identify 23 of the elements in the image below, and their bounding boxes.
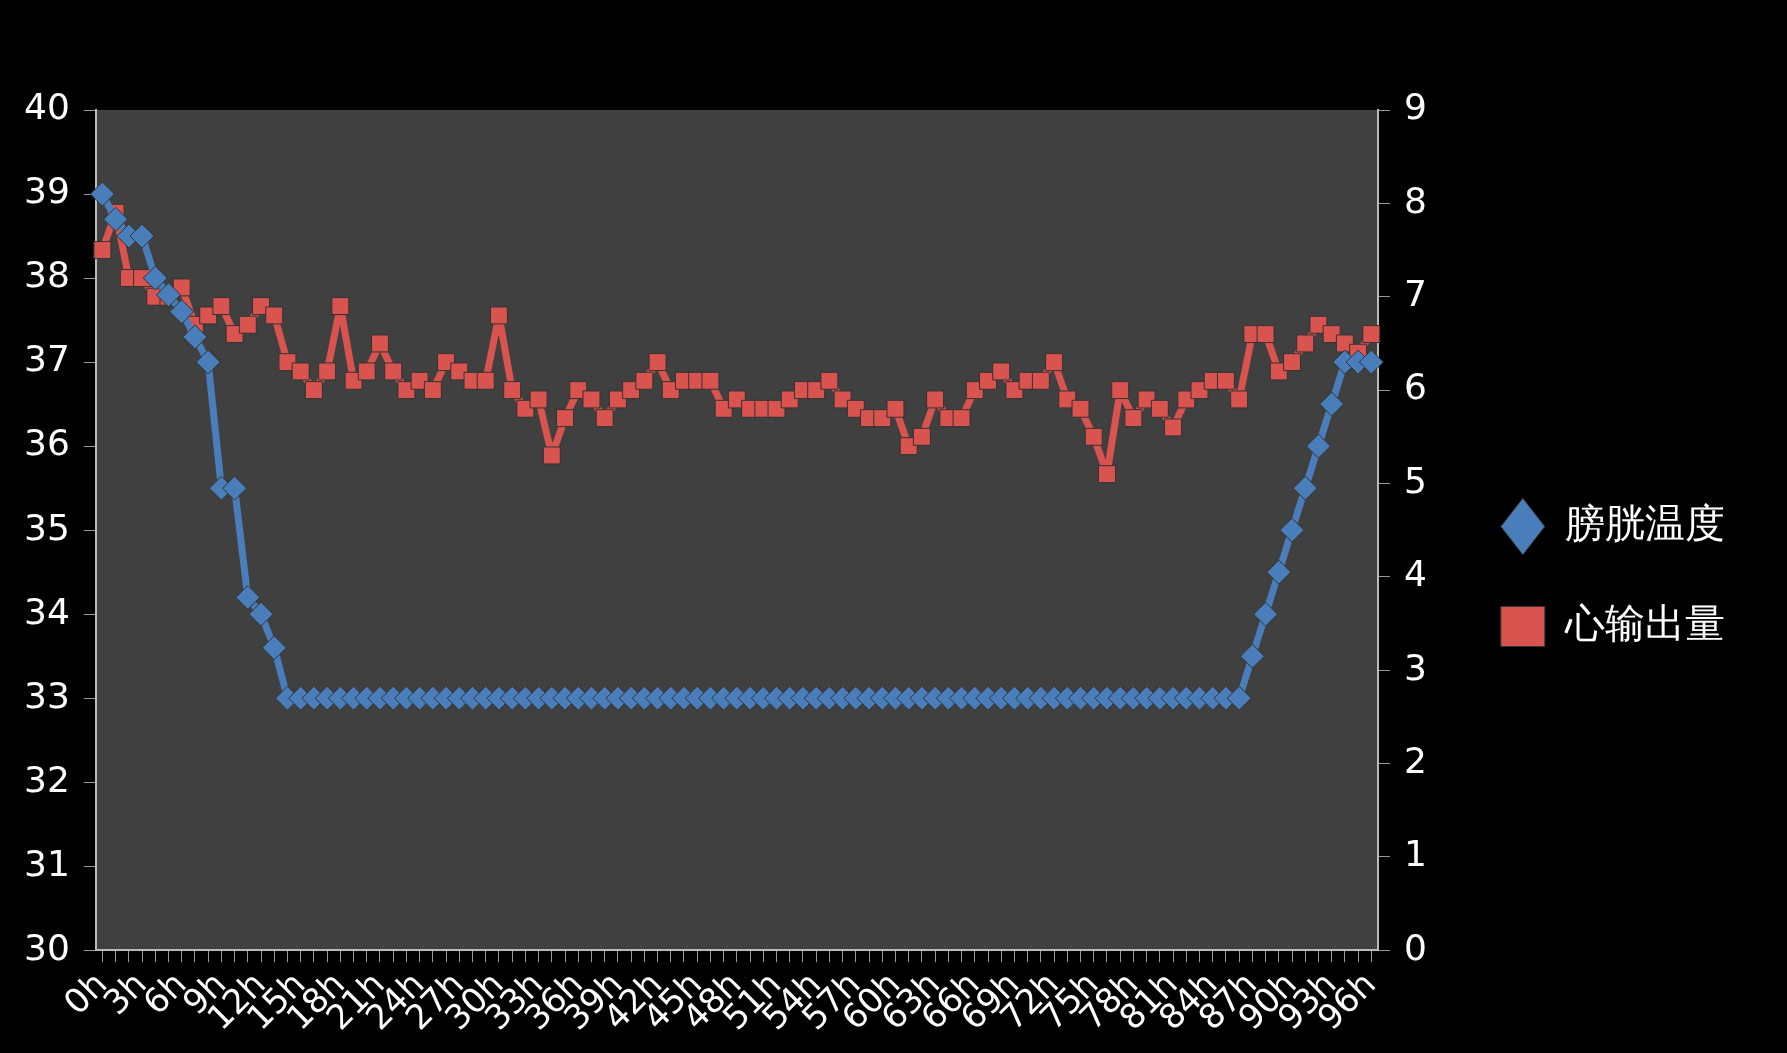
y-tick-label: 32	[24, 758, 70, 800]
y-tick-label: 37	[24, 338, 70, 380]
y2-tick-label: 6	[1403, 366, 1427, 408]
y-tick-label: 34	[24, 590, 70, 632]
y2-tick-label: 0	[1403, 926, 1427, 968]
y2-tick-label: 9	[1403, 86, 1427, 128]
y-tick-label: 38	[24, 254, 70, 296]
y2-tick-label: 5	[1403, 459, 1427, 501]
y-tick-label: 40	[24, 86, 70, 128]
y2-tick-label: 3	[1403, 646, 1427, 688]
legend-label: 膀胱温度	[1564, 499, 1725, 546]
y-tick-label: 31	[24, 842, 70, 884]
y-tick-label: 33	[24, 674, 70, 716]
y2-tick-label: 7	[1403, 273, 1427, 315]
y-tick-label: 39	[24, 170, 70, 212]
y2-tick-label: 8	[1403, 179, 1427, 221]
y2-tick-label: 4	[1403, 553, 1427, 595]
y-tick-label: 30	[24, 926, 70, 968]
y-tick-label: 36	[24, 422, 70, 464]
y2-tick-label: 2	[1403, 739, 1427, 781]
legend-label: 心输出量	[1563, 599, 1725, 646]
y2-tick-label: 1	[1403, 833, 1427, 875]
y-tick-label: 35	[24, 506, 70, 548]
